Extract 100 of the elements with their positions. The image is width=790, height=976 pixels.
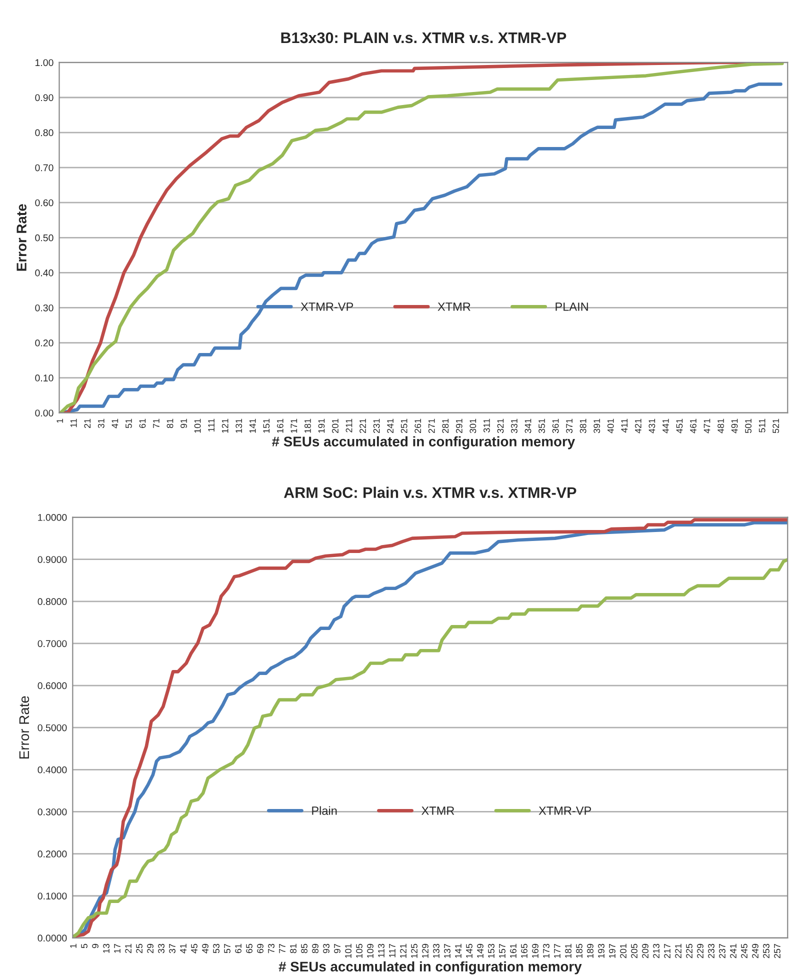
x-tick-label: 113: [378, 944, 384, 958]
y-tick-label: 0.6000: [38, 682, 67, 690]
x-tick-label: 193: [598, 944, 604, 958]
x-tick-label: 161: [276, 418, 284, 433]
x-tick-label: 85: [301, 944, 308, 954]
x-tick-label: 225: [686, 944, 692, 958]
x-tick-label: 131: [236, 418, 242, 433]
x-tick-label: 189: [587, 944, 594, 958]
x-tick-label: 181: [304, 418, 311, 433]
y-tick-label: 0.2000: [38, 850, 67, 858]
chart-title: B13x30: PLAIN v.s. XTMR v.s. XTMR-VP: [281, 32, 566, 44]
x-tick-label: 81: [166, 418, 174, 428]
x-tick-label: 201: [332, 418, 338, 434]
x-tick-label: 145: [466, 944, 472, 958]
x-tick-label: 129: [422, 944, 428, 958]
x-tick-label: 461: [690, 418, 696, 434]
x-tick-label: 61: [235, 944, 242, 954]
x-tick-label: 13: [103, 944, 110, 953]
x-tick-label: 213: [653, 944, 660, 958]
x-tick-label: 101: [194, 418, 201, 433]
x-tick-label: 161: [510, 944, 516, 958]
x-tick-label: 69: [257, 944, 264, 954]
y-tick-label: 0.40: [35, 269, 54, 276]
x-tick-label: 41: [112, 418, 118, 428]
x-tick-label: 431: [648, 418, 656, 434]
legend-label: XTMR-VP: [300, 302, 354, 311]
x-tick-label: 421: [634, 418, 642, 434]
x-tick-label: 51: [126, 418, 132, 428]
x-tick-label: 137: [444, 944, 450, 958]
x-tick-label: 233: [708, 944, 714, 958]
y-tick-label: 0.8000: [38, 598, 67, 606]
x-tick-label: 173: [543, 944, 550, 958]
x-tick-label: 401: [607, 418, 614, 434]
x-tick-label: 1: [70, 944, 76, 948]
x-tick-label: 117: [389, 944, 396, 958]
x-tick-label: 11: [70, 418, 77, 428]
x-axis-title: # SEUs accumulated in configuration memory: [278, 961, 582, 974]
y-tick-label: 0.00: [35, 410, 54, 416]
x-tick-label: 169: [532, 944, 538, 958]
x-tick-label: 471: [704, 418, 710, 434]
x-tick-label: 5: [81, 944, 88, 948]
x-tick-label: 321: [497, 418, 504, 434]
x-tick-label: 381: [580, 418, 586, 434]
y-axis-title: Error Rate: [19, 696, 30, 758]
x-tick-label: 251: [400, 418, 408, 434]
x-tick-label: 105: [356, 944, 362, 958]
x-tick-label: 291: [456, 418, 462, 434]
x-tick-label: 205: [631, 944, 638, 958]
y-tick-label: 1.0000: [38, 514, 67, 521]
x-tick-label: 81: [290, 944, 296, 954]
x-tick-label: 351: [538, 418, 545, 434]
x-tick-label: 301: [470, 418, 476, 434]
y-tick-label: 0.9000: [38, 556, 67, 563]
x-tick-label: 171: [290, 418, 298, 433]
y-tick-label: 0.20: [35, 340, 54, 346]
y-tick-label: 0.90: [35, 94, 54, 102]
x-tick-label: 21: [84, 418, 90, 428]
x-tick-label: 491: [731, 418, 738, 434]
x-tick-label: 111: [208, 418, 214, 432]
legend-label: XTMR: [438, 302, 470, 311]
x-tick-label: 133: [433, 944, 440, 958]
x-tick-label: 341: [524, 418, 532, 434]
x-tick-label: 501: [745, 418, 752, 434]
x-tick-label: 97: [334, 944, 340, 954]
x-tick-label: 245: [741, 944, 748, 958]
x-axis-title: # SEUs accumulated in configuration memory: [272, 436, 576, 450]
x-tick-label: 141: [455, 944, 462, 958]
x-tick-label: 53: [213, 944, 220, 954]
x-tick-label: 9: [92, 944, 98, 948]
x-tick-label: 89: [312, 944, 318, 954]
y-tick-label: 0.80: [35, 129, 54, 136]
y-tick-label: 0.7000: [38, 640, 67, 648]
x-tick-label: 33: [158, 944, 164, 954]
x-tick-label: 331: [511, 418, 518, 434]
x-tick-label: 281: [442, 418, 449, 434]
legend-label: PLAIN: [556, 302, 588, 311]
x-tick-label: 211: [346, 418, 352, 432]
x-tick-label: 25: [136, 944, 142, 954]
x-tick-label: 177: [554, 944, 560, 958]
x-tick-label: 41: [180, 944, 186, 954]
x-tick-label: 271: [428, 418, 435, 434]
y-tick-label: 0.60: [35, 199, 54, 206]
x-tick-label: 71: [153, 418, 160, 428]
y-tick-label: 0.0000: [38, 934, 67, 942]
x-tick-label: 109: [367, 944, 374, 958]
x-tick-label: 121: [222, 418, 228, 433]
x-tick-label: 253: [763, 944, 770, 958]
x-tick-label: 521: [772, 418, 780, 434]
y-tick-label: 0.5000: [38, 724, 67, 732]
x-tick-label: 451: [676, 418, 683, 434]
x-tick-label: 61: [139, 418, 146, 428]
x-tick-label: 93: [323, 944, 330, 954]
x-tick-label: 261: [414, 418, 422, 434]
x-tick-label: 29: [147, 944, 154, 954]
y-tick-label: 0.3000: [38, 808, 67, 816]
x-tick-label: 197: [609, 944, 616, 958]
x-tick-label: 91: [180, 418, 187, 428]
x-tick-label: 17: [114, 944, 120, 953]
x-tick-label: 31: [98, 418, 104, 428]
x-tick-label: 371: [566, 418, 573, 434]
